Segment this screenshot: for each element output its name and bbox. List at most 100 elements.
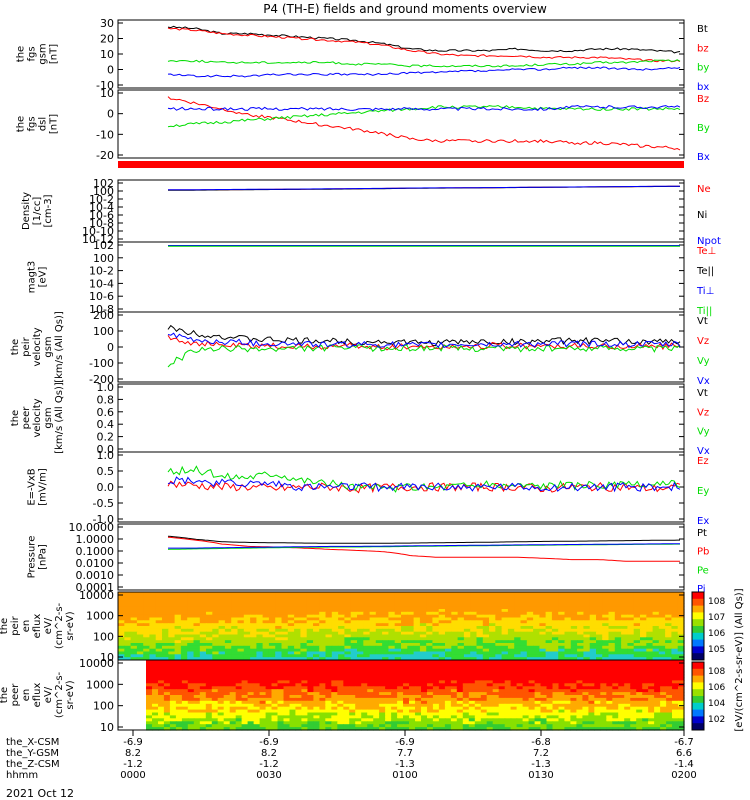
heatmap-cell	[271, 695, 279, 699]
heatmap-cell	[462, 668, 470, 673]
heatmap-cell	[155, 634, 163, 638]
heatmap-cell	[432, 651, 440, 655]
figure-title: P4 (TH-E) fields and ground moments over…	[263, 2, 547, 16]
heatmap-cell	[407, 631, 415, 636]
heatmap-cell	[403, 706, 410, 711]
heatmap-cell	[283, 686, 291, 690]
heatmap-cell	[349, 680, 356, 684]
heatmap-cell	[152, 706, 159, 711]
heatmap-cell	[413, 611, 421, 616]
heatmap-cell	[427, 706, 434, 711]
heatmap-cell	[551, 623, 559, 627]
heatmap-cell	[409, 683, 416, 687]
heatmap-cell	[235, 706, 243, 711]
heatmap-cell	[648, 674, 655, 679]
heatmap-cell	[262, 592, 270, 596]
heatmap-cell	[486, 703, 494, 708]
heatmap-cell	[501, 623, 509, 627]
xaxis-value: 0030	[256, 770, 281, 781]
heatmap-cell	[206, 620, 213, 624]
heatmap-cell	[331, 657, 339, 661]
heatmap-cell	[373, 706, 380, 711]
heatmap-cell	[287, 645, 295, 650]
heatmap-cell	[501, 645, 509, 650]
heatmap-cell	[678, 712, 685, 716]
panel-pressure: 10.00001.00000.10000.01000.00100.0001Pre…	[27, 521, 710, 595]
heatmap-cell	[259, 712, 267, 716]
heatmap-cell	[516, 680, 524, 684]
heatmap-cell	[596, 617, 603, 621]
heatmap-cell	[583, 606, 591, 610]
heatmap-cell	[250, 623, 257, 627]
heatmap-cell	[337, 683, 344, 687]
heatmap-cell	[570, 718, 577, 722]
ylabel-line: dsl	[38, 117, 49, 131]
heatmap-cell	[331, 634, 339, 638]
heatmap-cell	[268, 597, 276, 602]
heatmap-cell	[382, 606, 389, 610]
heatmap-cell	[520, 623, 528, 627]
heatmap-cell	[551, 643, 559, 647]
heatmap-cell	[403, 671, 410, 676]
heatmap-cell	[401, 651, 408, 655]
heatmap-cell	[627, 603, 635, 607]
heatmap-cell	[319, 643, 327, 647]
heatmap-cell	[463, 611, 471, 616]
heatmap-cell	[426, 623, 434, 627]
heatmap-cell	[391, 668, 398, 673]
heatmap-cell	[250, 657, 257, 661]
heatmap-cell	[373, 671, 380, 676]
heatmap-cell	[217, 671, 225, 676]
heatmap-cell	[426, 617, 434, 621]
heatmap-cell	[319, 703, 326, 708]
heatmap-cell	[199, 623, 207, 627]
heatmap-cell	[501, 620, 509, 624]
heatmap-cell	[350, 634, 358, 638]
heatmap-cell	[528, 695, 536, 699]
heatmap-cell	[432, 727, 440, 731]
heatmap-cell	[533, 617, 540, 621]
heatmap-cell	[313, 692, 320, 696]
heatmap-cell	[624, 706, 631, 711]
heatmap-cell	[265, 671, 273, 676]
heatmap-cell	[450, 674, 458, 679]
heatmap-cell	[313, 709, 320, 714]
heatmap-cell	[199, 626, 207, 630]
ylabel: E=-VxB[mV/m]	[27, 468, 49, 506]
heatmap-cell	[501, 594, 509, 599]
heatmap-cell	[247, 718, 255, 722]
heatmap-cell	[510, 703, 518, 708]
heatmap-cell	[551, 600, 559, 604]
heatmap-cell	[612, 703, 619, 708]
heatmap-cell	[375, 611, 383, 616]
heatmap-cell	[180, 651, 188, 655]
heatmap-cell	[463, 614, 471, 619]
heatmap-cell	[363, 628, 371, 633]
heatmap-cell	[205, 662, 213, 667]
heatmap-cell	[671, 606, 679, 610]
heatmap-cell	[582, 709, 589, 714]
heatmap-cell	[415, 680, 422, 684]
heatmap-cell	[577, 648, 584, 653]
heatmap-cell	[300, 611, 308, 616]
heatmap-cell	[636, 674, 643, 679]
heatmap-cell	[426, 654, 434, 658]
ylabel-line: [nT]	[49, 44, 60, 64]
heatmap-cell	[174, 592, 182, 596]
heatmap-cell	[262, 657, 270, 661]
heatmap-cell	[361, 665, 368, 670]
heatmap-cell	[337, 709, 344, 714]
heatmap-cell	[143, 603, 151, 607]
heatmap-cell	[325, 689, 332, 693]
heatmap-cell	[163, 718, 171, 722]
heatmap-cell	[589, 648, 597, 653]
heatmap-cell	[498, 689, 506, 693]
heatmap-cell	[149, 609, 157, 613]
ylabel-line: eflux	[32, 683, 43, 708]
heatmap-cell	[307, 680, 314, 684]
heatmap-cell	[546, 706, 554, 711]
heatmap-cell	[654, 686, 661, 690]
heatmap-cell	[444, 727, 452, 731]
heatmap-cell	[401, 654, 408, 658]
heatmap-cell	[256, 594, 264, 599]
